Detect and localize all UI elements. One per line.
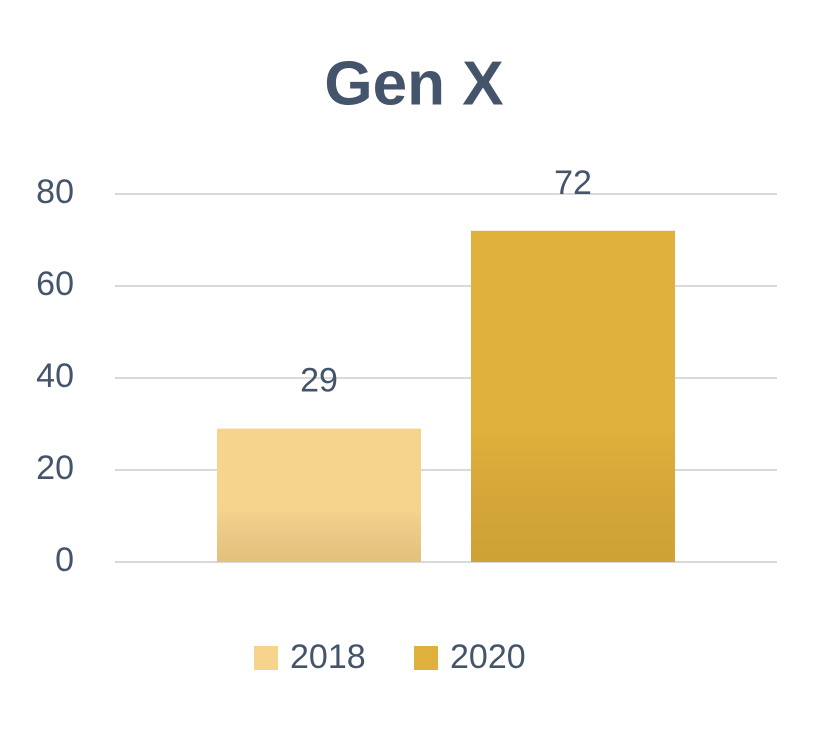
y-tick-label: 0 [55, 541, 74, 579]
legend-swatch [414, 646, 438, 670]
legend-label: 2020 [450, 638, 526, 676]
legend-label: 2018 [290, 638, 366, 676]
chart-title: Gen X [324, 49, 503, 118]
bar-shade [471, 230, 675, 563]
data-label: 72 [554, 164, 592, 202]
y-tick-label: 40 [36, 357, 74, 395]
y-tick-label: 80 [36, 173, 74, 211]
bar-shade [217, 428, 421, 562]
legend-swatch [254, 646, 278, 670]
y-tick-label: 60 [36, 265, 74, 303]
data-label: 29 [300, 362, 338, 400]
y-tick-label: 20 [36, 449, 74, 487]
